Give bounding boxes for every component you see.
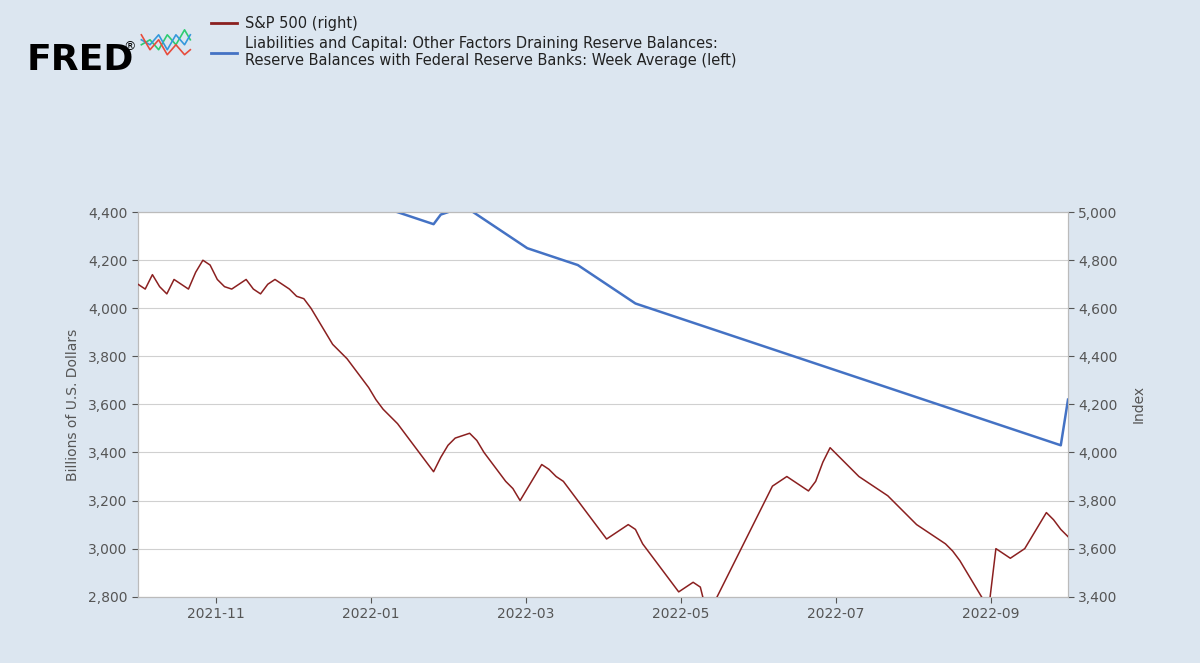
Y-axis label: Index: Index <box>1132 385 1146 424</box>
Legend: S&P 500 (right), Liabilities and Capital: Other Factors Draining Reserve Balance: S&P 500 (right), Liabilities and Capital… <box>205 11 742 74</box>
Y-axis label: Billions of U.S. Dollars: Billions of U.S. Dollars <box>66 328 79 481</box>
Text: ®: ® <box>124 40 136 53</box>
Text: FRED: FRED <box>26 43 133 77</box>
